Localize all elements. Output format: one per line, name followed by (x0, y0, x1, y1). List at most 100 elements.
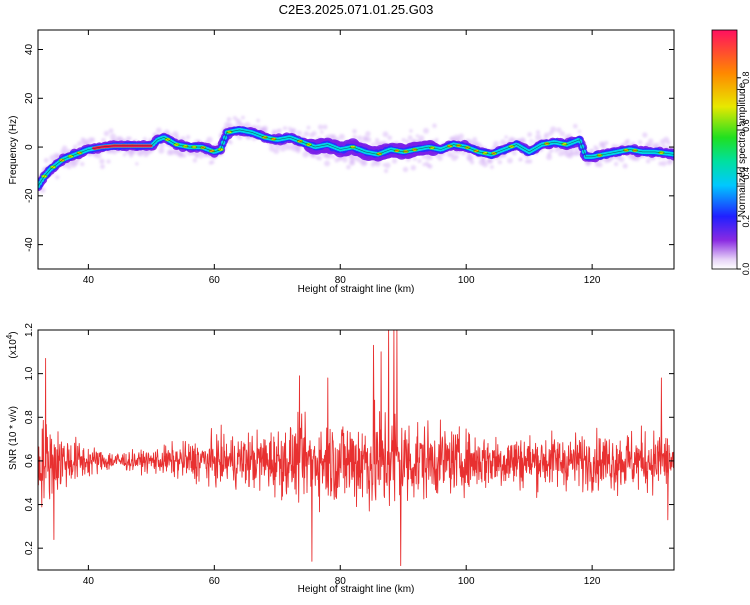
figure-title: C2E3.2025.071.01.25.G03 (279, 2, 434, 17)
spectrogram-halo-cell (158, 142, 165, 149)
spectrogram-x-axis: 40 60 80 100 120 (83, 30, 601, 286)
spectrogram-halo-cell (409, 129, 413, 133)
spectrogram-halo-cell (415, 134, 420, 138)
spectrogram-halo-cell (412, 156, 417, 161)
snr-x-tick-label: 100 (458, 576, 475, 587)
spectrogram-plot-frame (37, 29, 675, 270)
spectrogram-halo-cell (352, 129, 357, 134)
spectrogram-halo-cell (535, 130, 541, 135)
spectrogram-halo-cell (455, 155, 459, 159)
snr-multiplier-label: (x104) (5, 331, 19, 358)
spectrogram-halo-cell (559, 131, 566, 137)
spectrogram-x-tick-label: 80 (335, 275, 347, 286)
spectrogram-halo-cell (352, 134, 357, 140)
spectrogram-halo-cell (106, 159, 111, 164)
colorbar-ticks: 0.0 0.2 0.4 0.6 0.8 (737, 72, 750, 275)
snr-multiplier-close: ) (8, 331, 19, 334)
spectrogram-halo-cell (317, 156, 323, 161)
spectrogram-halo-cell (285, 143, 289, 147)
spectrogram-halo-cell (95, 153, 102, 159)
colorbar-tick-label: 0.6 (741, 119, 750, 132)
spectrogram-halo-cell (401, 137, 406, 143)
spectrogram-halo-cell (666, 140, 671, 145)
spectrogram-halo-cell (449, 136, 454, 141)
spectrogram-halo-cell (519, 157, 523, 161)
snr-panel: 40 60 80 100 120 0.2 0.4 0.6 0.8 1.0 1.2 Height o… (5, 323, 675, 595)
spectrogram-halo-cell (410, 165, 416, 171)
spectrogram-halo-cell (511, 150, 517, 156)
snr-x-axis: 40 60 80 100 120 (83, 330, 601, 587)
snr-x-axis-label: Height of straight line (km) (298, 584, 415, 595)
spectrogram-halo-cell (371, 142, 375, 147)
spectrogram-halo-cell (61, 145, 68, 152)
spectrogram-halo-cell (303, 131, 310, 137)
spectrogram-halo-cell (324, 160, 331, 167)
spectrogram-halo-cell (210, 160, 215, 165)
colorbar-tick-label: 0.2 (741, 215, 750, 228)
spectrogram-heat-layer (38, 115, 674, 194)
snr-x-tick-label: 60 (209, 576, 221, 587)
spectrogram-halo-cell (598, 141, 606, 148)
spectrogram-halo-cell (382, 131, 389, 138)
spectrogram-halo-cell (428, 155, 434, 160)
spectrogram-halo-cell (306, 125, 311, 130)
snr-y-axis-label: SNR (10 * v/v) (8, 406, 19, 470)
spectrogram-halo-cell (295, 145, 302, 152)
spectrogram-halo-cell (427, 164, 433, 169)
spectrogram-halo-cell (357, 135, 363, 141)
spectrogram-halo-cell (277, 128, 282, 133)
spectrogram-halo-cell (658, 161, 663, 166)
spectrogram-x-tick-label: 120 (584, 275, 601, 286)
spectrogram-halo-cell (349, 155, 356, 162)
spectrogram-halo-cell (637, 140, 643, 145)
spectrogram-halo-cell (192, 158, 198, 163)
spectrogram-halo-cell (322, 124, 328, 130)
spectrogram-halo-cell (418, 135, 425, 142)
spectrogram-halo-cell (391, 158, 398, 164)
svg-text:(x104): (x104) (5, 331, 19, 358)
spectrogram-halo-cell (374, 160, 381, 167)
spectrogram-halo-cell (166, 130, 170, 135)
spectrogram-halo-cell (535, 134, 542, 141)
spectrogram-halo-cell (597, 162, 603, 168)
spectrogram-halo-cell (244, 122, 251, 129)
spectrogram-halo-cell (317, 124, 324, 130)
spectrogram-halo-cell (434, 137, 439, 142)
spectrogram-halo-cell (472, 137, 477, 142)
spectrogram-halo-cell (421, 155, 426, 160)
spectrogram-halo-cell (407, 135, 413, 141)
spectrogram-halo-cell (128, 136, 132, 141)
spectrogram-halo-cell (296, 130, 302, 136)
spectrogram-halo-cell (365, 136, 372, 143)
spectrogram-halo-cell (648, 138, 654, 144)
spectrogram-halo-cell (80, 162, 85, 167)
snr-y-tick-label: 0.8 (24, 410, 35, 424)
spectrogram-halo-cell (490, 165, 494, 169)
spectrogram-halo-cell (546, 154, 552, 161)
spectrogram-halo-cell (174, 134, 180, 140)
spectrogram-halo-cell (206, 136, 213, 143)
spectrogram-halo-cell (548, 148, 554, 153)
spectrogram-halo-cell (100, 164, 105, 170)
spectrogram-halo-cell (519, 137, 526, 143)
spectrogram-halo-cell (135, 162, 139, 166)
spectrogram-y-axis-label: Frequency (Hz) (8, 116, 19, 185)
spectrogram-halo-cell (645, 158, 651, 164)
spectrogram-y-tick-label: 0 (24, 144, 35, 150)
spectrogram-halo-cell (437, 155, 443, 161)
spectrogram-halo-cell (375, 138, 380, 143)
spectrogram-halo-cell (228, 140, 233, 145)
spectrogram-halo-cell (466, 154, 473, 161)
spectrogram-halo-cell (182, 153, 187, 158)
spectrogram-halo-cell (572, 123, 578, 129)
spectrogram-halo-cell (461, 151, 466, 156)
snr-multiplier-exponent: 4 (5, 334, 14, 339)
spectrogram-x-tick-label: 100 (458, 275, 475, 286)
spectrogram-halo-cell (311, 130, 317, 137)
snr-y-tick-label: 0.2 (24, 541, 35, 555)
snr-plot-frame (37, 329, 675, 571)
colorbar-gradient (711, 29, 738, 270)
snr-y-axis: 0.2 0.4 0.6 0.8 1.0 1.2 (24, 323, 674, 555)
spectrogram-halo-cell (331, 155, 336, 159)
